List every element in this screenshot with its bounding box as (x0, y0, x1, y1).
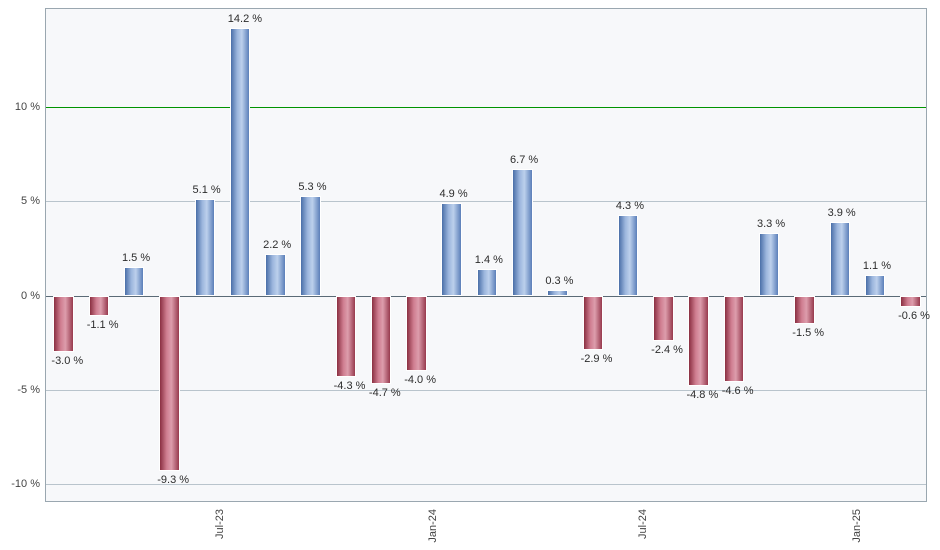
x-tick-label: Jul-23 (214, 509, 226, 539)
bar-label: -9.3 % (157, 474, 189, 486)
bar-label: 1.5 % (122, 252, 150, 264)
bar (724, 296, 744, 383)
bar (900, 296, 920, 307)
y-tick-label: -10 % (11, 478, 40, 490)
bar-label: 4.3 % (616, 200, 644, 212)
bar (265, 254, 285, 295)
bar-label: 5.3 % (298, 181, 326, 193)
bar (89, 296, 109, 317)
bar-label: 6.7 % (510, 154, 538, 166)
bar (759, 233, 779, 295)
bar (653, 296, 673, 341)
bar-label: 14.2 % (228, 13, 262, 25)
bar-label: 1.1 % (863, 260, 891, 272)
bar (124, 267, 144, 295)
y-tick-label: 5 % (21, 195, 40, 207)
bar (512, 169, 532, 295)
bar (618, 215, 638, 296)
bar (230, 28, 250, 296)
bar-label: -1.5 % (792, 327, 824, 339)
bar-label: -0.6 % (898, 310, 930, 322)
bar (406, 296, 426, 371)
bar (336, 296, 356, 377)
bar-label: 3.3 % (757, 218, 785, 230)
y-tick-label: -5 % (17, 384, 40, 396)
bar (865, 275, 885, 296)
bar (53, 296, 73, 353)
bar-label: -4.7 % (369, 387, 401, 399)
bar-label: -2.9 % (581, 353, 613, 365)
bar-label: -2.4 % (651, 344, 683, 356)
bar (547, 290, 567, 296)
bar-label: 4.9 % (439, 188, 467, 200)
bar (477, 269, 497, 295)
y-tick-label: 10 % (15, 101, 40, 113)
bar (195, 199, 215, 295)
bar-label: 1.4 % (475, 254, 503, 266)
bar-label: 3.9 % (828, 207, 856, 219)
bar-label: -1.1 % (87, 319, 119, 331)
bar-label: 5.1 % (193, 184, 221, 196)
bar-label: -4.3 % (334, 380, 366, 392)
bar-label: -4.0 % (404, 374, 436, 386)
bar (688, 296, 708, 387)
bar (830, 222, 850, 296)
y-tick-label: 0 % (21, 290, 40, 302)
bar-label: 0.3 % (545, 275, 573, 287)
bar (794, 296, 814, 324)
bar (371, 296, 391, 385)
bar (583, 296, 603, 351)
bar-label: -4.6 % (722, 385, 754, 397)
bar-label: -4.8 % (686, 389, 718, 401)
bar-chart: -10 % -5 % 0 % 5 % 10 % -3.0 % -1.1 % 1.5 % -9.3… (0, 0, 940, 550)
bar-label: 2.2 % (263, 239, 291, 251)
reference-line (46, 107, 926, 108)
bar (300, 196, 320, 296)
plot-area: -10 %-5 %0 %5 %10 %-3.0 %-1.1 %1.5 %-9.3… (45, 8, 927, 502)
x-tick-label: Jan-24 (427, 509, 439, 543)
x-tick-label: Jan-25 (851, 509, 863, 543)
gridline (46, 201, 926, 202)
x-tick-label: Jul-24 (637, 509, 649, 539)
bar-label: -3.0 % (51, 355, 83, 367)
bar (441, 203, 461, 295)
bar (159, 296, 179, 471)
